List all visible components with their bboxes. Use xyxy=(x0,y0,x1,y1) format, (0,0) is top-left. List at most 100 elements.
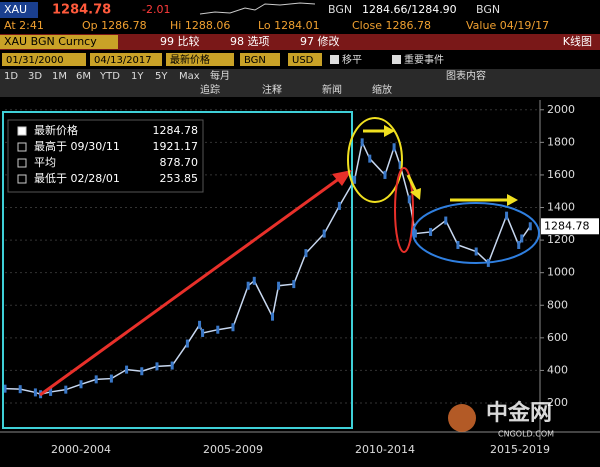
security-box xyxy=(0,35,118,49)
candle xyxy=(64,385,68,394)
candle xyxy=(383,170,387,179)
arrow xyxy=(406,174,418,193)
period[interactable]: 1Y xyxy=(131,71,144,82)
watermark: 中金网 xyxy=(486,400,552,426)
period[interactable]: 5Y xyxy=(155,71,168,82)
legend-swatch xyxy=(17,158,27,168)
trend-arrow xyxy=(39,176,341,397)
candle xyxy=(252,276,256,285)
security: XAU BGN Curncy xyxy=(4,35,97,48)
highlight-box xyxy=(2,111,353,429)
candle xyxy=(360,138,364,147)
checkbox xyxy=(392,55,401,64)
arrow-head xyxy=(507,194,518,206)
candle xyxy=(429,227,433,236)
candle xyxy=(517,240,521,249)
menu-item[interactable]: 98 选项 xyxy=(230,35,270,48)
tool[interactable]: 追踪 xyxy=(200,83,220,96)
legend-value: 253.85 xyxy=(160,172,199,185)
ticker-box xyxy=(0,2,38,18)
tool[interactable]: 新闻 xyxy=(322,83,342,96)
candle xyxy=(198,320,202,329)
quote-field: Hi 1288.06 xyxy=(170,19,230,32)
watermark: CNGOLD.COM xyxy=(498,430,554,439)
candle xyxy=(392,143,396,152)
period[interactable]: 6M xyxy=(76,71,91,82)
legend-label: 平均 xyxy=(34,156,56,169)
y-tick-label: 1600 xyxy=(547,168,575,181)
checkbox xyxy=(330,55,339,64)
quote-row: At 2:41 Op 1286.78 Hi 1288.06 Lo 1284.01 Clo… xyxy=(4,19,549,32)
tools: 追踪 注释 新闻 缩放 xyxy=(200,83,392,96)
candle xyxy=(474,247,478,256)
x-tick-label: 2005-2009 xyxy=(203,443,263,456)
legend-swatch xyxy=(17,142,27,152)
tool[interactable]: 注释 xyxy=(262,83,282,96)
x-tick-label: 2010-2014 xyxy=(355,443,415,456)
candle xyxy=(231,323,235,332)
candle xyxy=(353,175,357,184)
legend-value: 1921.17 xyxy=(153,140,199,153)
arrow-head xyxy=(384,125,395,137)
legend-value: 878.70 xyxy=(160,156,199,169)
period[interactable]: 1M xyxy=(52,71,67,82)
period[interactable]: YTD xyxy=(99,71,120,82)
y-tick-label: 1400 xyxy=(547,201,575,214)
menu: 99 比较 98 选项 97 修改 xyxy=(160,34,340,48)
menu-item[interactable]: 99 比较 xyxy=(160,34,200,48)
drop-circle xyxy=(394,167,414,253)
candle xyxy=(94,375,98,384)
y-tick-label: 1800 xyxy=(547,135,575,148)
quote-field: At 2:41 xyxy=(4,19,44,32)
candle xyxy=(79,380,83,389)
x-tick-label: 2015-2019 xyxy=(490,443,550,456)
candle xyxy=(456,240,460,249)
candle xyxy=(304,249,308,258)
candle xyxy=(140,367,144,376)
y-tick-label: 800 xyxy=(547,298,568,311)
menu-bar xyxy=(0,34,600,50)
candle xyxy=(505,211,509,220)
candle xyxy=(33,388,37,397)
legend-label: 最新价格 xyxy=(34,123,78,137)
source: BGN xyxy=(244,55,266,66)
options: 移平 重要事件 xyxy=(330,53,444,66)
legend-swatch xyxy=(17,126,27,136)
period[interactable]: 3D xyxy=(28,71,42,82)
legend-label: 最低于 02/28/01 xyxy=(34,172,120,185)
menu-item[interactable]: 97 修改 xyxy=(300,34,340,48)
currency-box xyxy=(288,53,322,66)
field-box xyxy=(166,53,234,66)
y-tick-label: 1000 xyxy=(547,266,575,279)
arrow-head xyxy=(410,188,421,200)
tool[interactable]: 缩放 xyxy=(372,83,392,96)
last-tag xyxy=(541,218,599,235)
quote-field: Lo 1284.01 xyxy=(258,19,320,32)
range-circle xyxy=(412,202,540,264)
period[interactable]: Max xyxy=(179,71,200,82)
period[interactable]: 1D xyxy=(4,71,18,82)
legend-value: 1284.78 xyxy=(153,124,199,137)
legend-swatch xyxy=(17,174,27,184)
chart: 200 400 600 800 1000 1200 1400 1600 1800 2000 2000… xyxy=(0,100,600,456)
legend-label: 最高于 09/30/11 xyxy=(34,139,120,153)
candle xyxy=(109,374,113,383)
candle xyxy=(413,229,417,238)
candle xyxy=(3,384,7,393)
candle xyxy=(216,325,220,334)
candle xyxy=(528,222,532,231)
start-date: 01/31/2000 xyxy=(6,55,64,66)
candle xyxy=(185,339,189,348)
currency: USD xyxy=(292,55,314,66)
end-date: 04/13/2017 xyxy=(94,55,152,66)
period[interactable]: 每月 xyxy=(210,69,230,82)
option: 重要事件 xyxy=(404,53,444,66)
y-tick-label: 600 xyxy=(547,331,568,344)
candle xyxy=(277,281,281,290)
y-tick-label: 400 xyxy=(547,363,568,376)
candle xyxy=(368,154,372,163)
source: BGN xyxy=(328,3,352,16)
candle xyxy=(155,362,159,371)
candle xyxy=(271,312,274,321)
